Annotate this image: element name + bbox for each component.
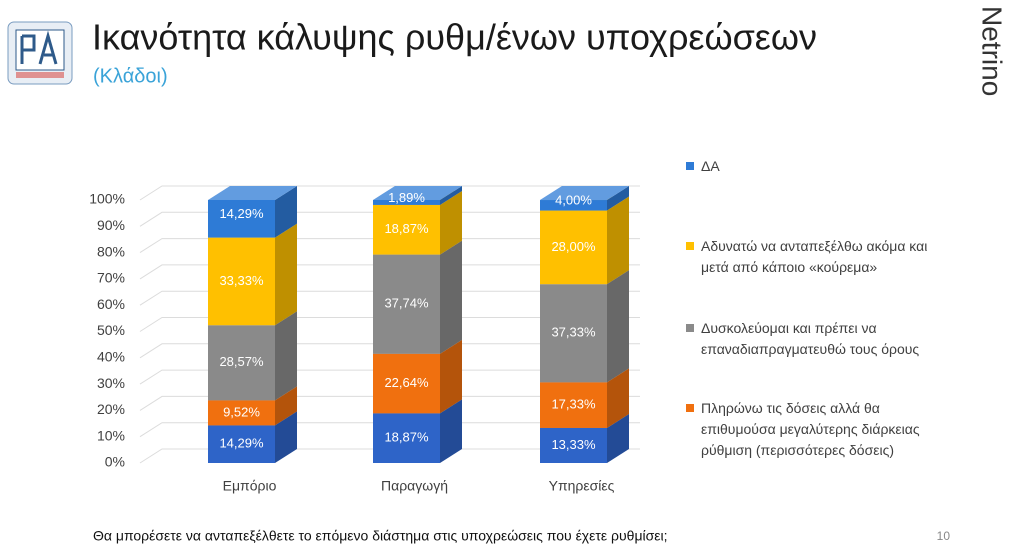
data-label: 9,52% <box>223 404 260 419</box>
bar-segment-side <box>275 223 297 326</box>
data-label: 33,33% <box>219 273 264 288</box>
subtitle: (Κλάδοι) <box>93 65 168 87</box>
legend-item: Δυσκολεύομαι και πρέπει να επαναδιαπραγμ… <box>686 318 946 360</box>
bar-segment <box>540 427 607 463</box>
grid-line <box>139 422 640 438</box>
grid-line <box>139 369 640 385</box>
footer: Θα μπορέσετε να ανταπεξέλθετε το επόμενο… <box>93 528 668 544</box>
data-label: 4,00% <box>555 193 592 208</box>
data-label: 37,74% <box>384 296 429 311</box>
bar-segment <box>373 353 440 414</box>
bar-segment <box>208 400 275 426</box>
bar-segment-side <box>275 311 297 401</box>
legend-swatch <box>686 404 694 412</box>
grid-line <box>139 290 640 306</box>
bar-segment-side <box>440 339 462 414</box>
bar-segment <box>540 382 607 428</box>
grid-line <box>139 264 640 280</box>
bar-segment-top <box>208 186 297 200</box>
brand: Netrino <box>977 6 1008 96</box>
y-tick-label: 80% <box>97 243 125 259</box>
bar-segment-top <box>373 185 462 200</box>
y-tick-label: 10% <box>97 427 125 443</box>
bar-segment <box>208 425 275 463</box>
x-tick-label: Υπηρεσίες <box>549 478 615 494</box>
data-label: 22,64% <box>384 375 429 390</box>
y-tick-label: 30% <box>97 375 125 391</box>
y-tick-label: 50% <box>97 322 125 338</box>
bar-segment <box>373 199 440 205</box>
grid-line <box>139 448 640 464</box>
bar-segment <box>540 200 607 211</box>
legend-swatch <box>686 162 694 170</box>
grid-line <box>139 211 640 227</box>
bar-segment-side <box>440 240 462 354</box>
data-label: 37,33% <box>551 325 596 340</box>
grid-line <box>139 238 640 254</box>
bar-segment <box>373 413 440 463</box>
y-tick-label: 90% <box>97 217 125 233</box>
y-tick-label: 100% <box>89 191 125 207</box>
bar-segment-side <box>275 386 297 426</box>
bar-segment-side <box>440 185 462 205</box>
data-label: 28,00% <box>551 239 596 254</box>
bar-segment-side <box>607 270 629 383</box>
bar-segment-side <box>275 186 297 238</box>
data-label: 14,29% <box>219 206 264 221</box>
grid-line <box>139 343 640 359</box>
bar-segment-side <box>440 190 462 255</box>
bar-segment-side <box>607 413 629 463</box>
legend-item: Αδυνατώ να ανταπεξέλθω ακόμα και μετά απ… <box>686 236 946 278</box>
x-tick-label: Εμπόριο <box>223 478 277 494</box>
bar-segment <box>208 237 275 326</box>
legend-item: ΔΑ <box>686 156 720 177</box>
bar-segment <box>208 200 275 238</box>
y-tick-label: 20% <box>97 401 125 417</box>
legend-label: Δυσκολεύομαι και πρέπει να επαναδιαπραγμ… <box>701 320 920 357</box>
data-label: 18,87% <box>384 221 429 236</box>
bar-segment-side <box>607 186 629 211</box>
bar-segment <box>540 284 607 383</box>
logo <box>7 21 73 85</box>
legend-swatch <box>686 242 694 250</box>
y-tick-label: 60% <box>97 296 125 312</box>
bar-segment-side <box>275 411 297 463</box>
data-label: 1,89% <box>388 190 425 205</box>
bar-segment <box>373 204 440 255</box>
bar-segment-side <box>607 368 629 428</box>
data-label: 17,33% <box>551 397 596 412</box>
data-label: 13,33% <box>551 437 596 452</box>
bar-segment-side <box>440 399 462 463</box>
y-tick-label: 70% <box>97 270 125 286</box>
y-tick-label: 40% <box>97 349 125 365</box>
page-number: 10 <box>937 529 951 543</box>
title: Ικανότητα κάλυψης ρυθμ/ένων υποχρεώσεων <box>92 17 817 58</box>
bar-segment <box>540 210 607 285</box>
legend-label: Αδυνατώ να ανταπεξέλθω ακόμα και μετά απ… <box>701 238 928 275</box>
grid-line <box>139 395 640 411</box>
grid-line <box>139 185 640 201</box>
legend-label: ΔΑ <box>701 158 720 174</box>
data-label: 14,29% <box>219 436 264 451</box>
x-tick-label: Παραγωγή <box>381 478 448 494</box>
data-label: 18,87% <box>384 430 429 445</box>
bar-segment <box>373 254 440 354</box>
y-tick-label: 0% <box>105 454 125 470</box>
legend-swatch <box>686 324 694 332</box>
bar-segment <box>208 325 275 401</box>
data-label: 28,57% <box>219 354 264 369</box>
bar-segment-side <box>607 196 629 285</box>
bar-segment-top <box>540 186 629 201</box>
grid-line <box>139 317 640 332</box>
legend-item: Πληρώνω τις δόσεις αλλά θα επιθυμούσα με… <box>686 398 946 461</box>
legend-label: Πληρώνω τις δόσεις αλλά θα επιθυμούσα με… <box>701 400 920 458</box>
